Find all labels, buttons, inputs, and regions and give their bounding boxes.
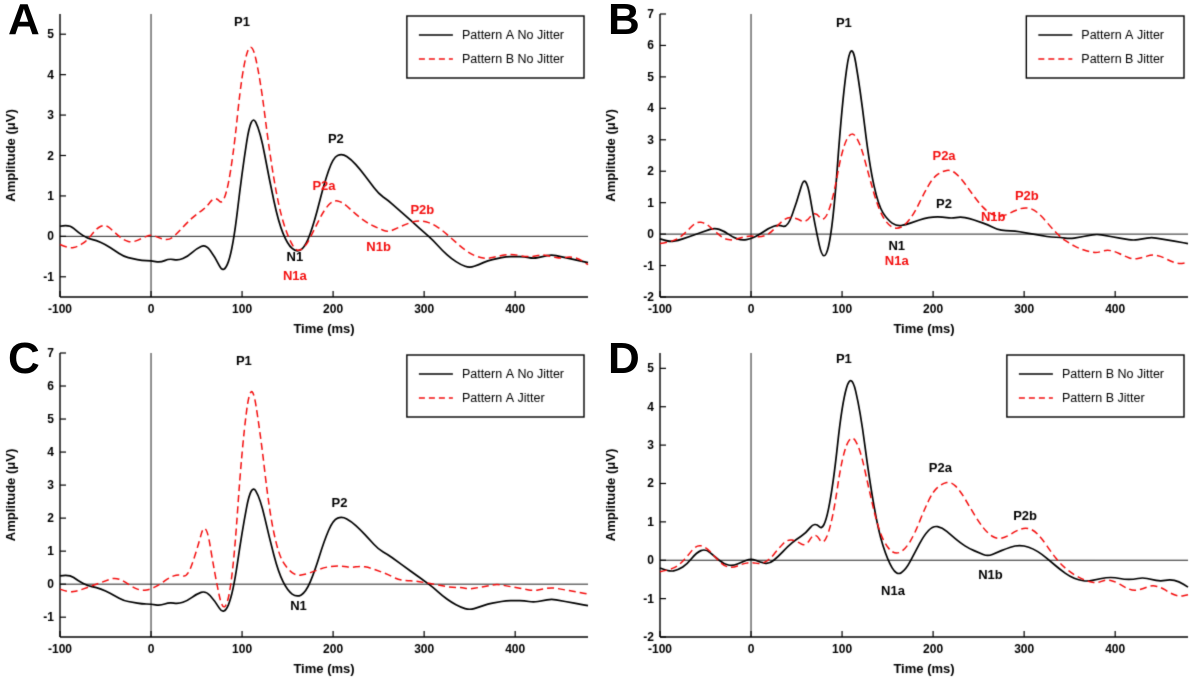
panel-b: B bbox=[600, 0, 1200, 339]
panel-d-letter: D bbox=[608, 339, 640, 383]
panel-c-plot bbox=[0, 339, 600, 679]
panel-c-letter: C bbox=[8, 339, 40, 383]
panel-c: C bbox=[0, 339, 600, 679]
panel-b-letter: B bbox=[608, 0, 640, 44]
panel-a-plot bbox=[0, 0, 600, 339]
panel-a-letter: A bbox=[8, 0, 40, 44]
panel-a: A bbox=[0, 0, 600, 339]
panel-d: D bbox=[600, 339, 1200, 679]
panel-d-plot bbox=[600, 339, 1200, 679]
panel-b-plot bbox=[600, 0, 1200, 339]
